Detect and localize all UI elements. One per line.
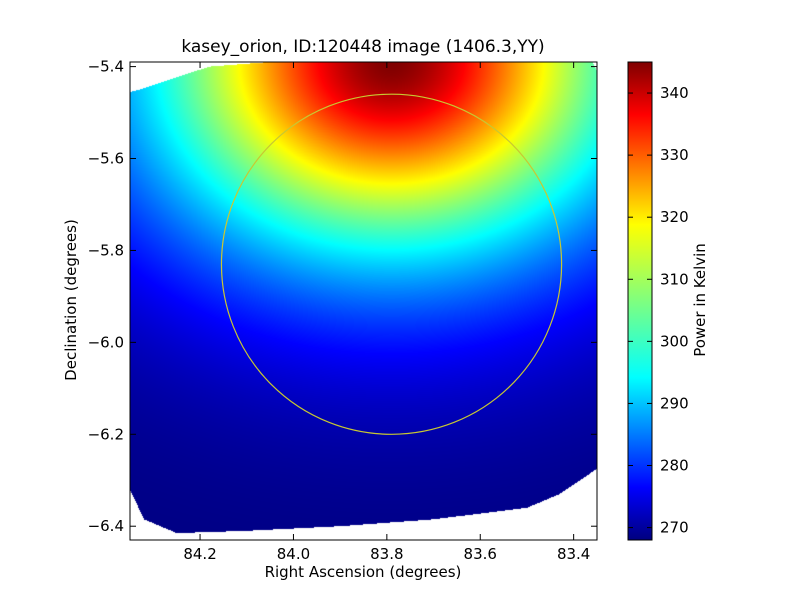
x-tick-label: 83.6 bbox=[464, 545, 497, 563]
y-tick-label: −5.6 bbox=[88, 150, 124, 168]
colorbar-tick-label: 310 bbox=[660, 270, 689, 288]
colorbar-tick-label: 320 bbox=[660, 208, 689, 226]
colorbar-tick-label: 330 bbox=[660, 146, 689, 164]
y-tick-label: −5.4 bbox=[88, 58, 124, 76]
x-tick-label: 83.8 bbox=[370, 545, 403, 563]
y-tick-label: −5.8 bbox=[88, 241, 124, 259]
x-axis-label: Right Ascension (degrees) bbox=[265, 563, 462, 581]
field-of-view-circle bbox=[220, 93, 563, 435]
x-axis: 84.2 84.0 83.8 83.6 83.4 bbox=[183, 62, 590, 563]
x-tick-label: 84.0 bbox=[277, 545, 310, 563]
colorbar-tick-label: 270 bbox=[660, 519, 689, 537]
colorbar-tick-label: 340 bbox=[660, 84, 689, 102]
x-tick-label: 83.4 bbox=[557, 545, 590, 563]
x-tick-label: 84.2 bbox=[183, 545, 216, 563]
y-axis-label: Declination (degrees) bbox=[62, 219, 80, 381]
colorbar-tick-label: 290 bbox=[660, 394, 689, 412]
plot-area: 84.2 84.0 83.8 83.6 83.4 −5.4 −5.6 −5.8 −6.0 −6.… bbox=[88, 58, 598, 563]
colorbar-axis: 270 280 290 300 310 320 330 340 bbox=[628, 84, 689, 537]
y-axis: −5.4 −5.6 −5.8 −6.0 −6.2 −6.4 bbox=[88, 58, 597, 535]
chart-title: kasey_orion, ID:120448 image (1406.3,YY) bbox=[181, 37, 544, 57]
colorbar: 270 280 290 300 310 320 330 340 Power in Kelvin bbox=[627, 61, 709, 541]
y-tick-label: −6.2 bbox=[88, 425, 124, 443]
plot-frame bbox=[129, 61, 598, 541]
colorbar-gradient bbox=[627, 61, 653, 541]
colorbar-label: Power in Kelvin bbox=[691, 243, 709, 357]
heatmap-image bbox=[130, 62, 597, 540]
y-tick-label: −6.4 bbox=[88, 517, 124, 535]
y-tick-label: −6.0 bbox=[88, 333, 124, 351]
colorbar-tick-label: 300 bbox=[660, 332, 689, 350]
colorbar-tick-label: 280 bbox=[660, 457, 689, 475]
